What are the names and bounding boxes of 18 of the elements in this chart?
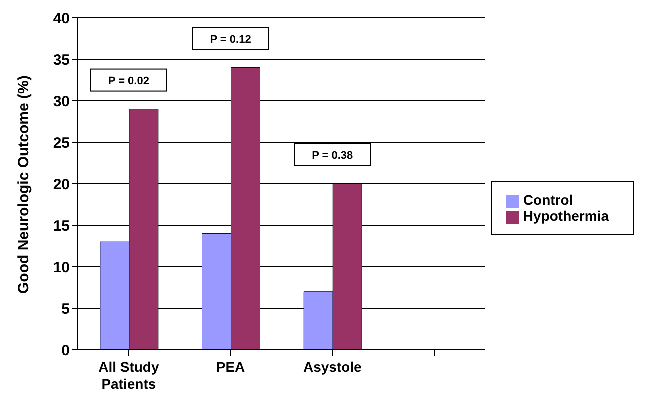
y-tick-label: 0	[62, 342, 70, 360]
y-tick-label: 20	[53, 176, 70, 194]
y-tick-label: 15	[53, 218, 70, 235]
y-tick-label: 10	[53, 259, 70, 276]
y-axis-title: Good Neurologic Outcome (%)	[15, 76, 32, 294]
y-tick-label: 30	[53, 93, 70, 110]
annotation: P = 0.02	[108, 75, 150, 88]
y-tick-label: 25	[53, 134, 70, 152]
y-tick-label: 5	[62, 300, 70, 318]
annotation: P = 0.12	[210, 34, 252, 46]
annotation: P = 0.38	[312, 150, 354, 162]
y-tick-label: 35	[53, 52, 70, 69]
legend-label: Hypothermia	[523, 208, 609, 224]
x-tick-label: Asystole	[303, 359, 362, 375]
x-tick-label: All Study Patients	[98, 359, 160, 392]
legend-label: Control	[523, 192, 574, 208]
x-tick-label: PEA	[216, 359, 246, 375]
y-tick-label: 40	[53, 10, 70, 28]
